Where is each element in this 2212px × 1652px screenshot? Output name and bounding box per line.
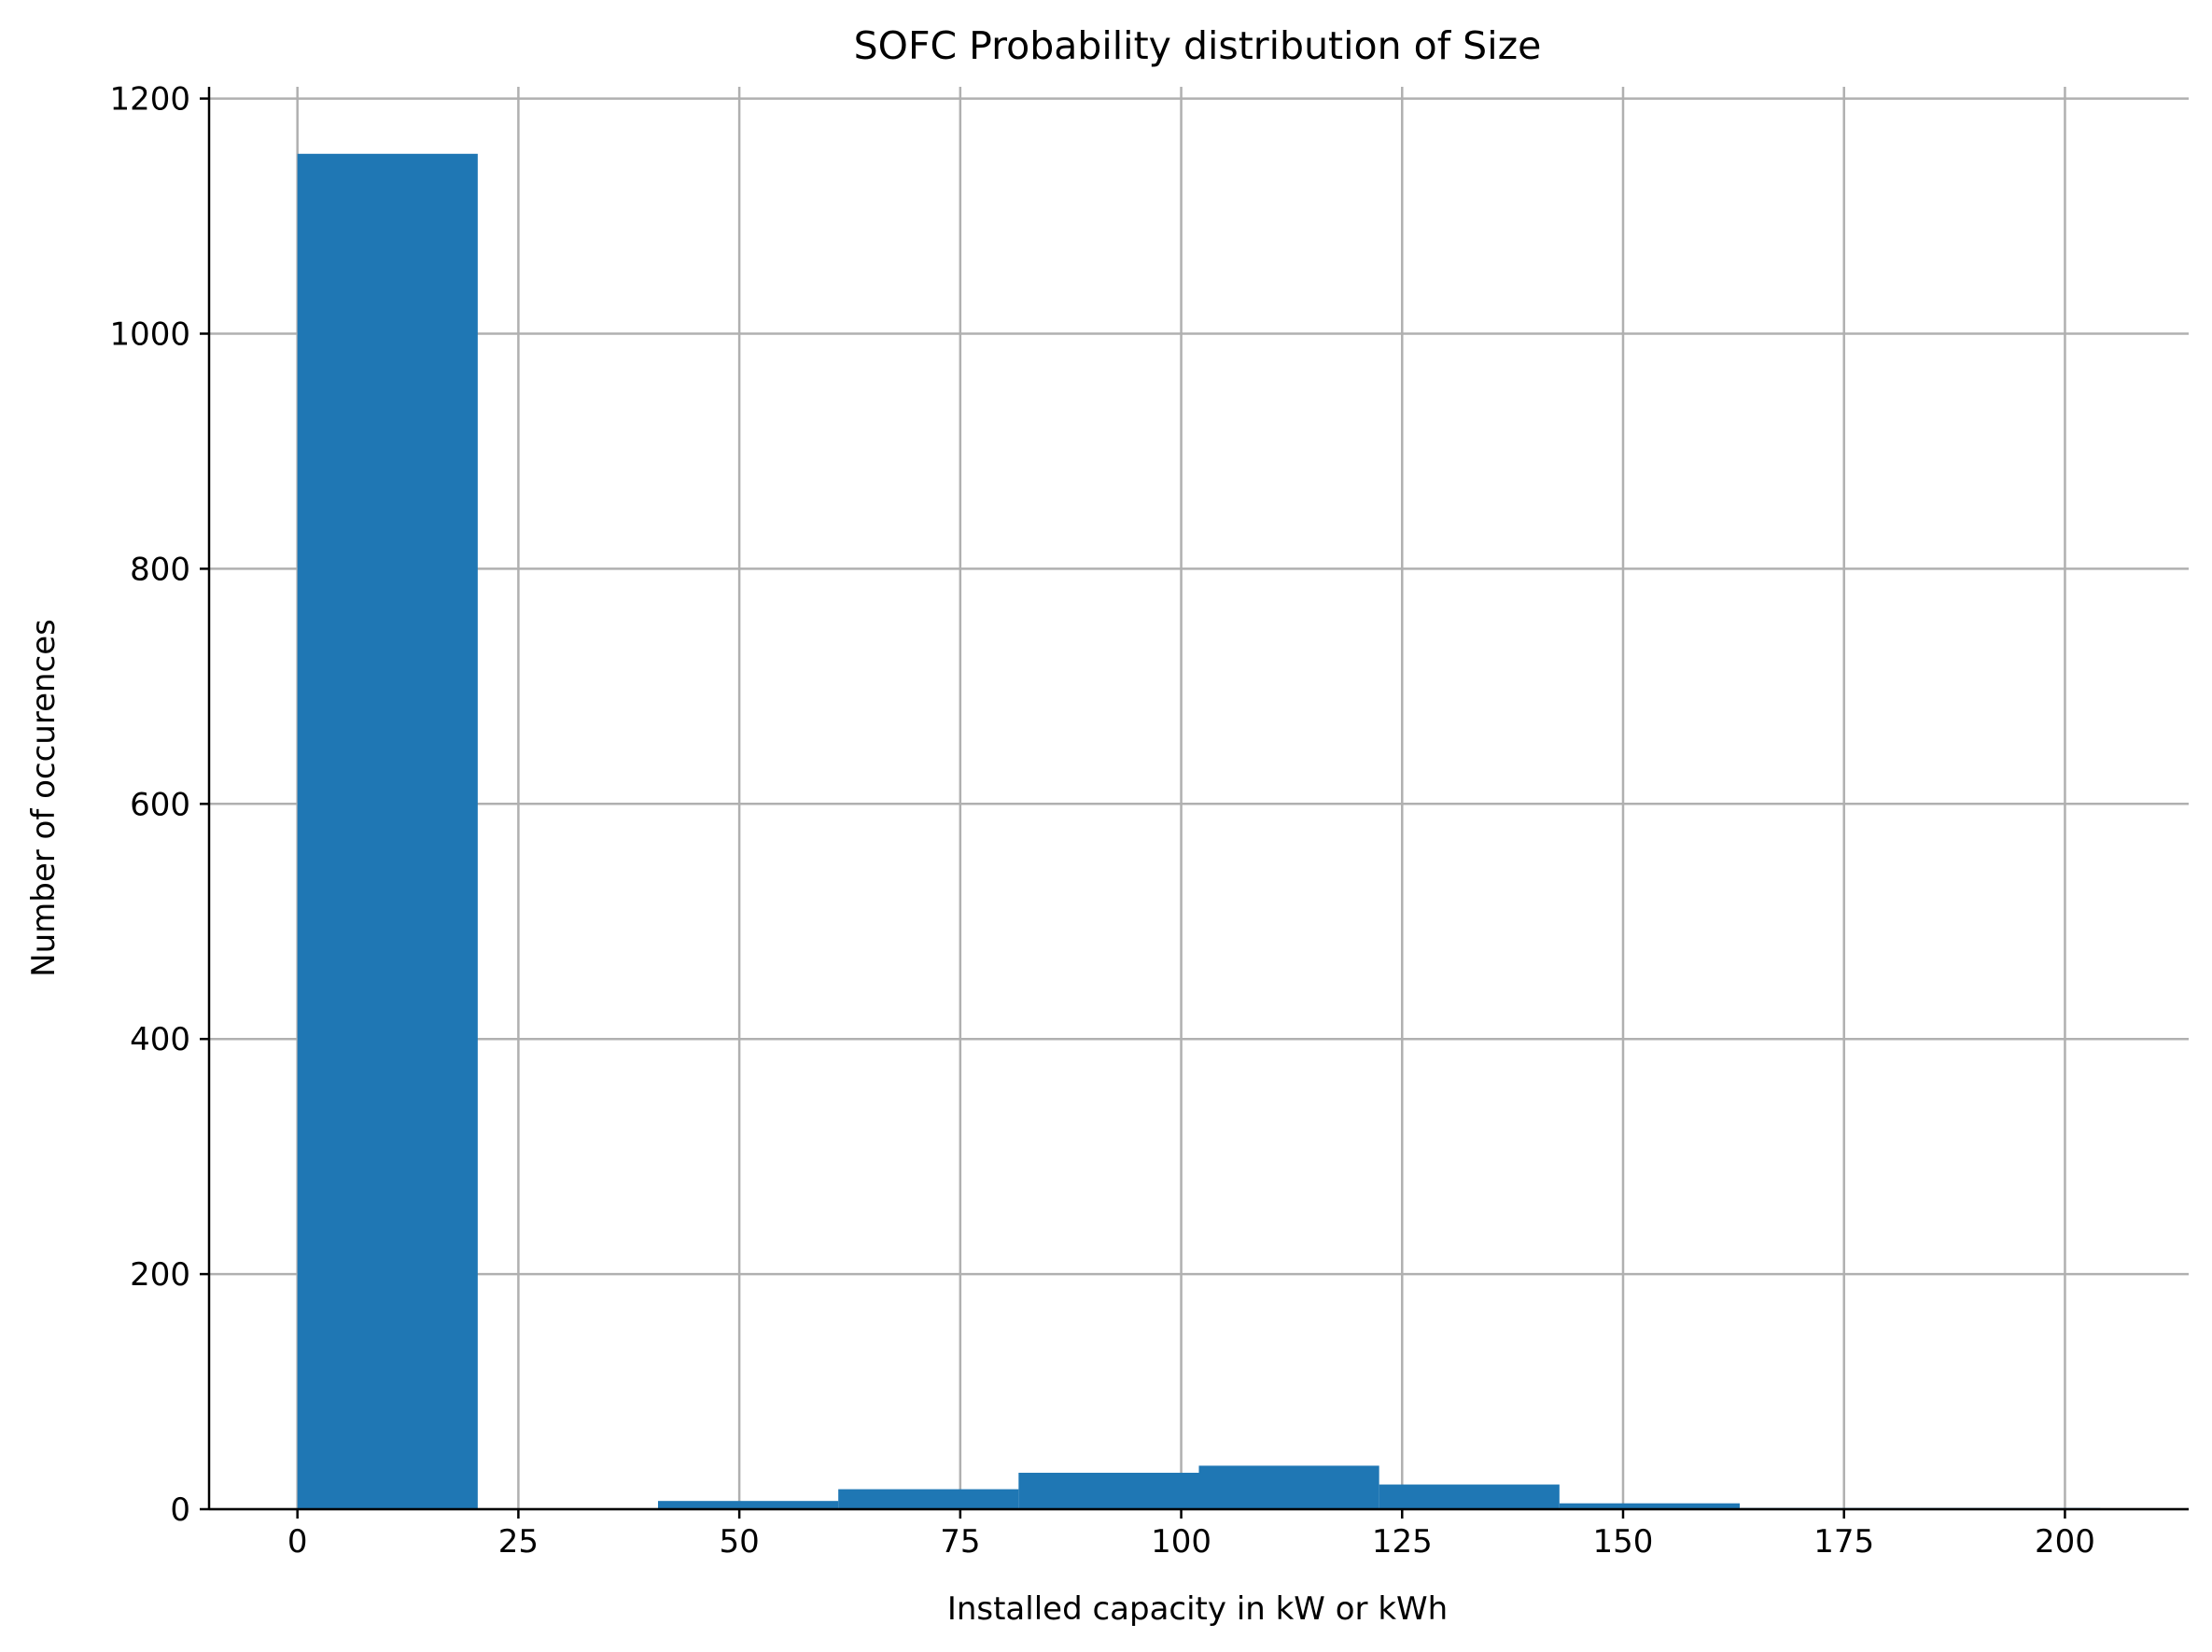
y-tick-label: 0 xyxy=(170,1491,190,1529)
tick-labels: 0 25 50 75 100 125 150 175 200 0 200 400 600 800 1000 1… xyxy=(109,81,2094,1561)
axes xyxy=(207,87,2189,1511)
x-tick-label: 175 xyxy=(1813,1523,1874,1561)
x-tick-label: 75 xyxy=(940,1523,980,1561)
x-tick-label: 150 xyxy=(1593,1523,1654,1561)
y-tick-label: 200 xyxy=(130,1256,190,1294)
y-tick-label: 800 xyxy=(130,551,190,588)
histogram-bar xyxy=(297,153,478,1509)
y-axis-label: Number of occurences xyxy=(25,619,63,977)
y-tick-label: 600 xyxy=(130,786,190,823)
histogram-bars xyxy=(297,153,2101,1509)
histogram-bar xyxy=(1198,1465,1379,1509)
y-tick-label: 1200 xyxy=(109,81,190,119)
x-tick-label: 25 xyxy=(498,1523,539,1561)
histogram-bar xyxy=(1379,1484,1560,1509)
y-tick-label: 1000 xyxy=(109,315,190,353)
histogram-bar xyxy=(838,1489,1019,1509)
x-tick-label: 200 xyxy=(2035,1523,2095,1561)
y-tick-label: 400 xyxy=(130,1021,190,1058)
x-axis-label: Installed capacity in kW or kWh xyxy=(947,1590,1448,1628)
histogram-bar xyxy=(1559,1503,1740,1509)
x-tick-label: 0 xyxy=(287,1523,308,1561)
x-tick-label: 125 xyxy=(1372,1523,1433,1561)
grid-lines xyxy=(209,87,2189,1511)
chart-title: SOFC Probability distribution of Size xyxy=(854,23,1542,68)
histogram-bar xyxy=(1018,1472,1199,1509)
x-tick-label: 50 xyxy=(719,1523,759,1561)
x-tick-label: 100 xyxy=(1151,1523,1211,1561)
histogram-bar xyxy=(658,1501,839,1509)
